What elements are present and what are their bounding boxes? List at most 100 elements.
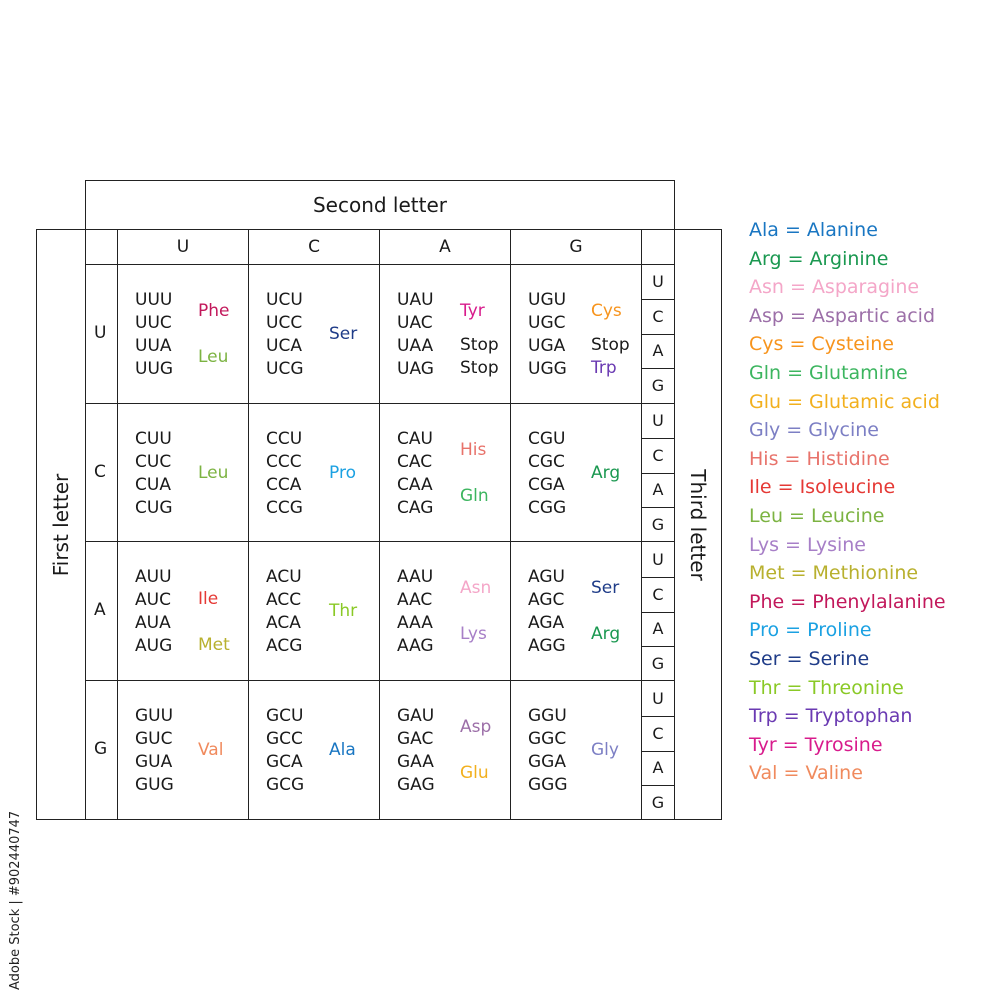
codon: UGC — [528, 313, 566, 333]
codon: CGC — [528, 452, 565, 472]
column-header-g: G — [569, 237, 583, 257]
legend-item: Ile = Isoleucine — [749, 476, 896, 499]
amino-acid-label: Asp — [460, 716, 492, 737]
codon-cell: CGU CGC CGA CGG Arg — [511, 404, 641, 542]
legend-item: Lys = Lysine — [749, 533, 866, 556]
codon-list: CAU CAC CAA CAG — [397, 428, 433, 520]
legend-item: Trp = Tryptophan — [749, 705, 913, 728]
grid-line — [641, 472, 674, 474]
amino-acid-label: His — [460, 439, 487, 460]
third-letter-label: G — [651, 376, 665, 396]
codon-cell: CAU CAC CAA CAG His Gln — [380, 404, 510, 542]
codon: GGG — [528, 775, 568, 795]
codon: GUC — [135, 729, 173, 749]
third-letter-label: G — [651, 654, 665, 674]
codon-cell: UGU UGC UGA UGG Cys Stop Trp — [511, 265, 641, 403]
codon: CCA — [266, 475, 302, 495]
codon-cell: CCU CCC CCA CCG Pro — [249, 404, 379, 542]
codon: UCU — [266, 290, 303, 310]
codon-list: CUU CUC CUA CUG — [135, 428, 173, 520]
codon-list: GGU GGC GGA GGG — [528, 705, 568, 797]
second-letter-title: Second letter — [312, 193, 448, 217]
legend-item: Val = Valine — [749, 762, 863, 785]
third-letter-label: A — [652, 619, 664, 639]
codon-list: UCU UCC UCA UCG — [266, 289, 304, 381]
codon: AAG — [397, 636, 434, 656]
legend-item: Met = Methionine — [749, 562, 919, 585]
legend-item: Asn = Asparagine — [749, 276, 920, 299]
codon: GGC — [528, 729, 567, 749]
codon: UAG — [397, 359, 434, 379]
codon: UCC — [266, 313, 303, 333]
amino-acid-label: Asn — [460, 577, 492, 598]
third-letter-frame — [674, 229, 722, 820]
third-letter-label: G — [651, 793, 665, 813]
codon-list: CCU CCC CCA CCG — [266, 428, 303, 520]
amino-acid-legend: Ala = Alanine Arg = Arginine Asn = Asparag… — [749, 216, 946, 788]
amino-acid-label: Gln — [460, 485, 489, 506]
codon: UGG — [528, 359, 567, 379]
third-letter-title: Third letter — [686, 469, 710, 581]
codon: AGC — [528, 590, 565, 610]
legend-item: Asp = Aspartic acid — [749, 304, 936, 327]
codon-cell: UAU UAC UAA UAG Tyr Stop Stop — [380, 265, 510, 403]
codon: GGU — [528, 706, 567, 726]
codon: UAC — [397, 313, 433, 333]
row-label-a: A — [94, 600, 106, 620]
grid-line — [117, 229, 118, 820]
codon: CAU — [397, 429, 433, 449]
legend-item: Gln = Glutamine — [749, 361, 908, 384]
grid-line — [641, 437, 674, 439]
third-letter-label: A — [652, 341, 664, 361]
amino-acid-label: Ala — [329, 739, 356, 760]
codon: UUA — [135, 336, 172, 356]
grid-line — [641, 368, 674, 370]
amino-acid-label: Thr — [329, 600, 358, 621]
codon: CUC — [135, 452, 172, 472]
amino-acid-label: Phe — [198, 300, 230, 321]
grid-line — [641, 298, 674, 300]
third-letter-label: U — [652, 688, 664, 708]
codon: GAU — [397, 706, 435, 726]
legend-item: Ser = Serine — [749, 647, 870, 670]
codon: GAG — [397, 775, 435, 795]
amino-acid-label: Ile — [198, 589, 219, 609]
column-header-u: U — [176, 237, 190, 257]
row-label-u: U — [94, 323, 107, 343]
legend-item: Ala = Alanine — [749, 219, 878, 241]
grid-line — [641, 333, 674, 335]
third-letter-label: U — [652, 271, 664, 291]
first-letter-title: First letter — [49, 473, 73, 577]
codon-cell: AGU AGC AGA AGG Ser Arg — [511, 542, 641, 680]
codon: AUA — [135, 613, 171, 633]
codon-cell: UUU UUC UUA UUG Phe Leu — [118, 265, 248, 403]
codon: CGG — [528, 498, 567, 518]
codon: AGG — [528, 636, 566, 656]
grid-line — [641, 507, 674, 509]
amino-acid-label: Stop — [460, 335, 499, 355]
codon: UCA — [266, 336, 302, 356]
codon-cell: AAU AAC AAA AAG Asn Lys — [380, 542, 510, 680]
legend-item: Tyr = Tyrosine — [749, 733, 883, 756]
codon: UUG — [135, 359, 174, 379]
codon-cell: GUU GUC GUA GUG Val — [118, 681, 248, 819]
codon: CAG — [397, 498, 434, 518]
stock-watermark: Adobe Stock | #902440747 — [8, 810, 23, 990]
third-letter-label: C — [652, 445, 664, 465]
codon: UAU — [397, 290, 434, 310]
codon: ACG — [266, 636, 303, 656]
third-letter-label: U — [652, 410, 664, 430]
codon: AUG — [135, 636, 173, 656]
codon: ACC — [266, 590, 302, 610]
codon: UAA — [397, 336, 434, 356]
codon: GUG — [135, 775, 174, 795]
codon: GGA — [528, 752, 566, 772]
amino-acid-label: Arg — [591, 623, 621, 644]
amino-acid-label: Pro — [329, 462, 356, 483]
amino-acid-label: Tyr — [460, 300, 485, 321]
amino-acid-label: Arg — [591, 462, 621, 483]
codon: GUU — [135, 706, 174, 726]
codon-cell: AUU AUC AUA AUG Ile Met — [118, 542, 248, 680]
legend-item: His = Histidine — [749, 447, 890, 470]
codon: UUU — [135, 290, 173, 310]
